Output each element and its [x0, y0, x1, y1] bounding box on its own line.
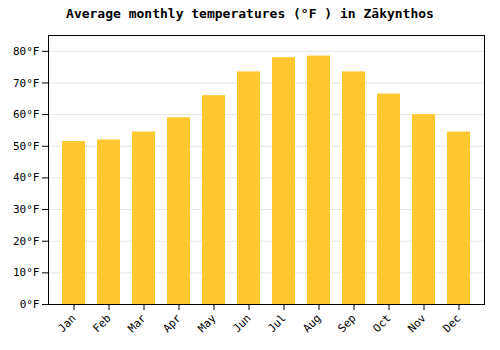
svg-text:Feb: Feb	[90, 312, 113, 335]
svg-text:30°F: 30°F	[13, 203, 40, 216]
svg-text:Jan: Jan	[55, 312, 78, 335]
svg-text:10°F: 10°F	[13, 266, 40, 279]
svg-text:20°F: 20°F	[13, 235, 40, 248]
svg-text:0°F: 0°F	[20, 298, 40, 311]
svg-text:Nov: Nov	[405, 311, 429, 335]
svg-text:Mar: Mar	[125, 311, 149, 335]
svg-text:May: May	[195, 311, 219, 335]
svg-text:60°F: 60°F	[13, 108, 40, 121]
svg-text:50°F: 50°F	[13, 140, 40, 153]
svg-text:Jun: Jun	[230, 312, 253, 335]
svg-text:Jul: Jul	[265, 312, 288, 335]
svg-text:Dec: Dec	[440, 312, 463, 335]
svg-text:40°F: 40°F	[13, 171, 40, 184]
svg-text:Apr: Apr	[160, 311, 184, 335]
svg-text:Sep: Sep	[335, 312, 358, 335]
svg-text:Oct: Oct	[370, 312, 393, 335]
svg-text:80°F: 80°F	[13, 45, 40, 58]
svg-text:70°F: 70°F	[13, 76, 40, 89]
svg-text:Aug: Aug	[300, 312, 323, 335]
html-text:Average monthly temperatures (: Average monthly temperatures (°F ) in Zā…	[66, 6, 434, 21]
